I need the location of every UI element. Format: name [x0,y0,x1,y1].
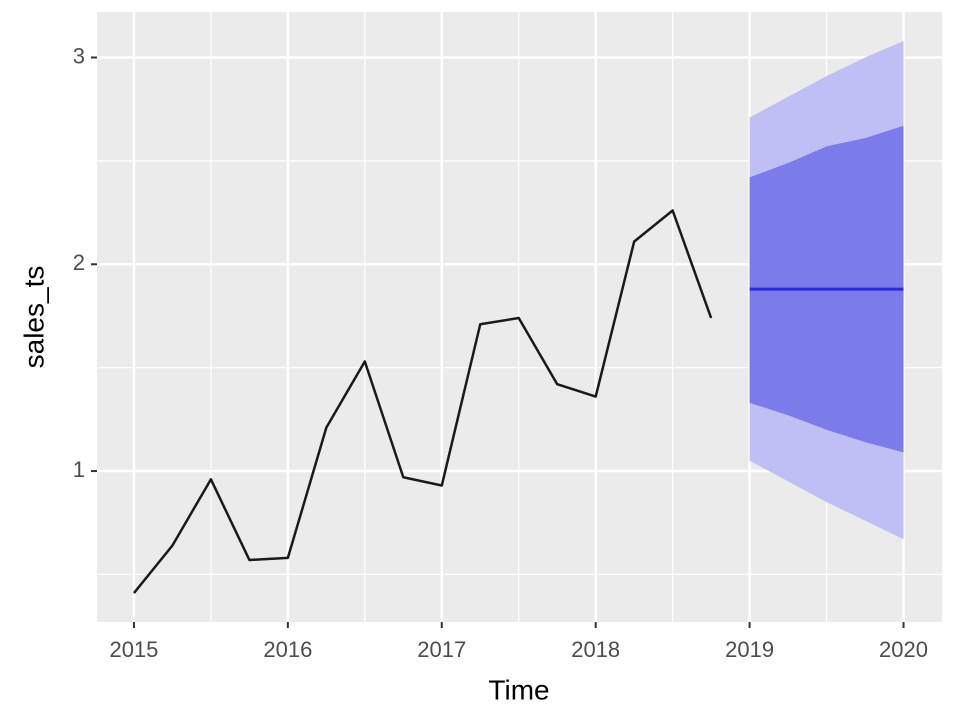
x-axis-title: Time [488,674,549,705]
x-tick-label: 2015 [109,637,158,662]
x-tick-label: 2018 [571,637,620,662]
y-tick-label: 3 [73,43,85,68]
y-axis-title: sales_ts [18,266,49,369]
x-tick-label: 2016 [263,637,312,662]
x-tick-label: 2017 [417,637,466,662]
y-tick-label: 1 [73,457,85,482]
y-tick-label: 2 [73,250,85,275]
series-line [132,209,713,594]
x-tick-label: 2019 [725,637,774,662]
x-tick-label: 2020 [879,637,928,662]
